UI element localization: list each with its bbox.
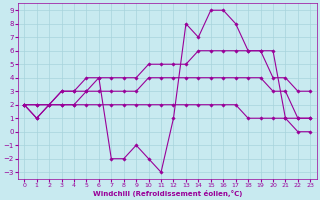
X-axis label: Windchill (Refroidissement éolien,°C): Windchill (Refroidissement éolien,°C) [92, 190, 242, 197]
